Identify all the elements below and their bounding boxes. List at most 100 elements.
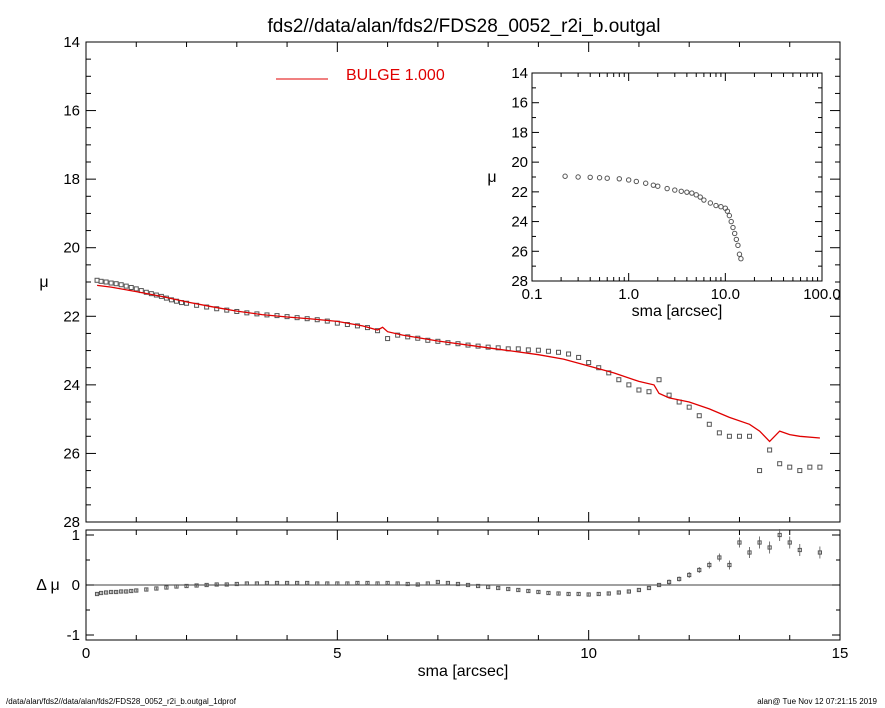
- residual-data-point: [224, 582, 229, 587]
- data-point: [375, 328, 381, 334]
- data-point: [128, 284, 134, 290]
- inset-data-point: [693, 192, 699, 198]
- inset-data-point: [642, 180, 649, 186]
- residual-data-point: [194, 583, 199, 588]
- residual-data-point: [114, 589, 119, 595]
- x-axis-label: sma [arcsec]: [418, 663, 509, 680]
- residual-data-point: [455, 581, 461, 587]
- inset-data-point: [562, 173, 568, 179]
- residual-y-tick-label: 1: [72, 527, 80, 544]
- residual-data-point: [204, 582, 209, 588]
- residual-data-point: [556, 591, 561, 596]
- inset-data-point: [724, 208, 731, 214]
- data-point: [103, 279, 109, 285]
- residual-data-point: [345, 581, 350, 586]
- residual-data-point: [576, 591, 581, 597]
- residual-data-point: [516, 587, 521, 593]
- residual-data-point: [707, 562, 712, 568]
- data-point: [656, 377, 662, 383]
- data-point: [98, 278, 104, 284]
- inset-data-point: [604, 175, 610, 181]
- residual-data-point: [636, 587, 642, 593]
- residual-data-point: [737, 540, 742, 545]
- residual-data-point: [496, 585, 501, 591]
- residual-data-point: [405, 581, 410, 587]
- x-tick-label: 10: [580, 645, 597, 662]
- main-panel: 14 16 18 20 22 24 26 28 μ BULGE 1.000: [39, 34, 841, 531]
- residual-data-point: [757, 540, 762, 545]
- data-point: [817, 464, 823, 470]
- residual-data-point: [536, 589, 541, 595]
- residual-y-tick-label: 0: [72, 577, 80, 594]
- data-point: [113, 281, 119, 287]
- data-point: [777, 461, 783, 467]
- inset-data-point: [730, 224, 736, 231]
- residual-data-point: [777, 532, 782, 538]
- data-point: [747, 433, 753, 439]
- residual-data-point: [385, 580, 390, 586]
- inset-data-point: [625, 177, 632, 183]
- residual-data-point: [254, 581, 260, 586]
- residual-data-point: [435, 579, 440, 585]
- inset-data-point: [713, 202, 719, 209]
- residual-data-point: [295, 580, 300, 586]
- data-point: [576, 354, 582, 360]
- data-point: [787, 464, 793, 470]
- inset-data-point: [697, 194, 703, 200]
- residual-data-point: [817, 550, 822, 555]
- residual-data-point: [315, 581, 320, 586]
- residual-data-point: [465, 582, 471, 588]
- inset-data-point: [689, 190, 695, 196]
- residual-data-point: [365, 580, 370, 586]
- residual-y-tick-label: -1: [67, 627, 80, 644]
- residual-data-point: [124, 589, 129, 594]
- residual-data-point: [154, 586, 159, 591]
- data-point: [696, 413, 702, 419]
- data-point: [204, 304, 210, 310]
- residual-data-point: [797, 547, 802, 553]
- x-tick-label: 0: [82, 645, 90, 662]
- residual-data-point: [305, 580, 310, 586]
- inset-data-point: [701, 197, 707, 203]
- residual-data-point: [425, 581, 430, 586]
- residual-data-point: [666, 579, 672, 585]
- inset-data-point: [664, 185, 670, 192]
- residual-data-point: [244, 581, 249, 586]
- data-point: [636, 387, 642, 393]
- residual-data-point: [626, 589, 631, 594]
- inset-data-point: [633, 178, 640, 185]
- data-point: [757, 468, 763, 474]
- residual-data-point: [506, 586, 511, 592]
- data-point: [586, 360, 592, 366]
- data-point: [797, 468, 803, 474]
- inset-x-tick-label: 0.1: [522, 286, 543, 303]
- residual-data-point: [214, 582, 219, 587]
- residual-data-point: [646, 585, 652, 591]
- data-point: [767, 447, 773, 453]
- data-point: [686, 404, 692, 410]
- residual-data-point: [144, 587, 149, 592]
- residual-data-point: [677, 576, 682, 582]
- inset-data-point: [655, 183, 661, 189]
- residual-data-point: [375, 581, 380, 586]
- residual-data-point: [415, 582, 420, 587]
- inset-data-point: [707, 200, 714, 206]
- data-point: [626, 382, 632, 388]
- inset-y-tick-label: 16: [511, 95, 528, 112]
- data-point: [616, 377, 622, 383]
- inset-data-point: [678, 188, 684, 194]
- inset-y-tick-label: 28: [511, 273, 528, 290]
- residual-data-point: [526, 588, 531, 594]
- residual-data-point: [104, 590, 109, 595]
- inset-y-tick-label: 20: [511, 154, 528, 171]
- data-point: [108, 280, 114, 286]
- inset-y-axis-label: μ: [487, 169, 496, 186]
- residual-data-point: [94, 591, 100, 597]
- residual-data-point: [445, 580, 451, 586]
- y-tick-label: 18: [63, 171, 80, 188]
- y-tick-label: 20: [63, 240, 80, 257]
- inset-data-point: [575, 174, 581, 180]
- footer-timestamp: alan@ Tue Nov 12 07:21:15 2019: [757, 697, 877, 706]
- residual-data-point: [616, 590, 621, 595]
